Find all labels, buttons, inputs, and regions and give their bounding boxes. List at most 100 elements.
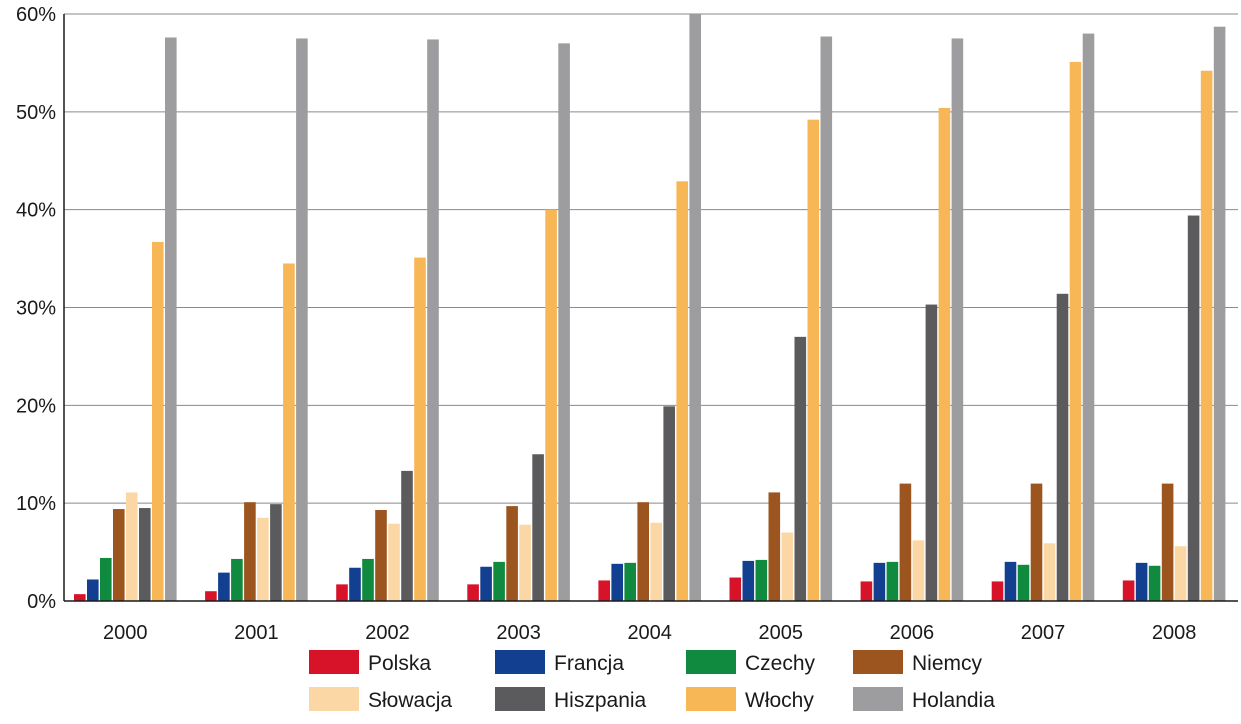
x-tick-label: 2000 <box>103 622 148 644</box>
bar-hiszpania-2007 <box>1056 293 1069 601</box>
bar-holandia-2000 <box>165 37 177 602</box>
x-tick-label: 2007 <box>1021 622 1066 644</box>
bar-niemcy-2007 <box>1030 483 1043 601</box>
bar-hiszpania-2008 <box>1187 215 1200 601</box>
bar-słowacja-2006 <box>912 540 925 601</box>
bar-słowacja-2007 <box>1043 543 1056 601</box>
legend-item-hiszpania: Hiszpania <box>495 687 647 712</box>
bar-niemcy-2001 <box>244 502 256 601</box>
bar-słowacja-2003 <box>519 524 531 601</box>
bar-niemcy-2002 <box>375 510 387 601</box>
bar-włochy-2008 <box>1200 70 1213 601</box>
bar-włochy-2004 <box>676 181 688 602</box>
bar-polska-2007 <box>991 581 1004 601</box>
legend-label: Francja <box>554 652 624 675</box>
bar-holandia-2004 <box>689 14 701 601</box>
bar-hiszpania-2005 <box>794 336 807 601</box>
y-tick-label: 40% <box>16 200 56 222</box>
bar-holandia-2003 <box>558 43 570 602</box>
bar-francja-2000 <box>87 579 99 601</box>
bar-hiszpania-2006 <box>925 304 938 601</box>
legend: Polska Francja Czechy Niemcy Słowacja Hiszpan… <box>309 650 995 712</box>
bar-włochy-2005 <box>807 119 820 601</box>
x-tick-label: 2008 <box>1152 622 1197 644</box>
legend-item-holandia: Holandia <box>853 687 995 712</box>
legend-swatch <box>309 687 359 711</box>
legend-swatch <box>686 687 736 711</box>
bar-słowacja-2005 <box>781 532 794 601</box>
bar-polska-2006 <box>860 581 873 601</box>
x-tick-label: 2006 <box>890 622 935 644</box>
legend-label: Włochy <box>745 689 814 712</box>
bar-holandia-2002 <box>427 39 439 602</box>
axes <box>63 14 1238 602</box>
gridlines <box>64 13 1238 504</box>
bar-polska-2000 <box>74 594 86 601</box>
bar-holandia-2005 <box>820 36 833 602</box>
bar-słowacja-2002 <box>388 523 400 601</box>
bar-polska-2003 <box>467 584 479 601</box>
legend-label: Holandia <box>912 689 995 712</box>
bar-hiszpania-2001 <box>270 504 282 601</box>
bar-hiszpania-2003 <box>532 454 544 601</box>
bar-czechy-2002 <box>362 558 374 601</box>
bar-francja-2004 <box>611 563 623 601</box>
bar-słowacja-2001 <box>257 517 269 601</box>
bar-włochy-2006 <box>938 107 951 602</box>
legend-item-czechy: Czechy <box>686 650 816 675</box>
legend-item-francja: Francja <box>495 650 624 675</box>
bar-francja-2003 <box>480 566 492 601</box>
bar-włochy-2002 <box>414 257 426 601</box>
bar-hiszpania-2002 <box>401 470 413 601</box>
bar-niemcy-2000 <box>113 509 125 601</box>
bar-włochy-2003 <box>545 209 557 601</box>
bar-francja-2002 <box>349 567 361 601</box>
x-axis-tick-labels: 2000 2001 2002 2003 2004 2005 2006 2007 2008 <box>103 622 1196 644</box>
y-tick-label: 30% <box>16 298 56 320</box>
legend-swatch <box>853 687 903 711</box>
legend-swatch <box>686 650 736 674</box>
legend-label: Polska <box>368 652 431 675</box>
bar-hiszpania-2000 <box>139 508 151 601</box>
y-tick-label: 0% <box>27 591 56 613</box>
legend-label: Niemcy <box>912 652 983 675</box>
bars <box>74 14 1226 602</box>
bar-francja-2006 <box>873 562 886 601</box>
bar-holandia-2006 <box>951 38 964 602</box>
y-tick-label: 10% <box>16 493 56 515</box>
bar-polska-2002 <box>336 584 348 601</box>
legend-item-polska: Polska <box>309 650 431 675</box>
legend-swatch <box>309 650 359 674</box>
legend-swatch <box>853 650 903 674</box>
bar-francja-2008 <box>1135 562 1148 601</box>
legend-item-słowacja: Słowacja <box>309 687 452 712</box>
y-tick-label: 20% <box>16 395 56 417</box>
bar-czechy-2001 <box>231 558 243 601</box>
bar-czechy-2000 <box>100 557 112 601</box>
bar-włochy-2000 <box>152 241 164 601</box>
y-tick-label: 50% <box>16 102 56 124</box>
bar-niemcy-2005 <box>768 492 781 601</box>
bar-słowacja-2008 <box>1174 546 1187 601</box>
bar-słowacja-2004 <box>650 522 662 601</box>
bar-polska-2008 <box>1122 580 1135 601</box>
legend-label: Czechy <box>745 652 816 675</box>
x-tick-label: 2001 <box>234 622 279 644</box>
y-axis-tick-labels: 0% 10% 20% 30% 40% 50% 60% <box>16 4 56 613</box>
bar-hiszpania-2004 <box>663 406 675 601</box>
bar-niemcy-2008 <box>1161 483 1174 601</box>
bar-słowacja-2000 <box>126 492 138 601</box>
x-tick-label: 2005 <box>759 622 804 644</box>
bar-holandia-2008 <box>1213 26 1226 602</box>
bar-włochy-2001 <box>283 263 295 601</box>
x-tick-label: 2003 <box>496 622 541 644</box>
bar-czechy-2005 <box>755 559 768 601</box>
x-tick-label: 2002 <box>365 622 410 644</box>
bar-niemcy-2004 <box>637 502 649 601</box>
bar-polska-2001 <box>205 591 217 601</box>
y-tick-label: 60% <box>16 4 56 26</box>
bar-niemcy-2003 <box>506 506 518 601</box>
legend-label: Słowacja <box>368 689 452 712</box>
bar-francja-2001 <box>218 572 230 601</box>
bar-czechy-2003 <box>493 561 505 601</box>
